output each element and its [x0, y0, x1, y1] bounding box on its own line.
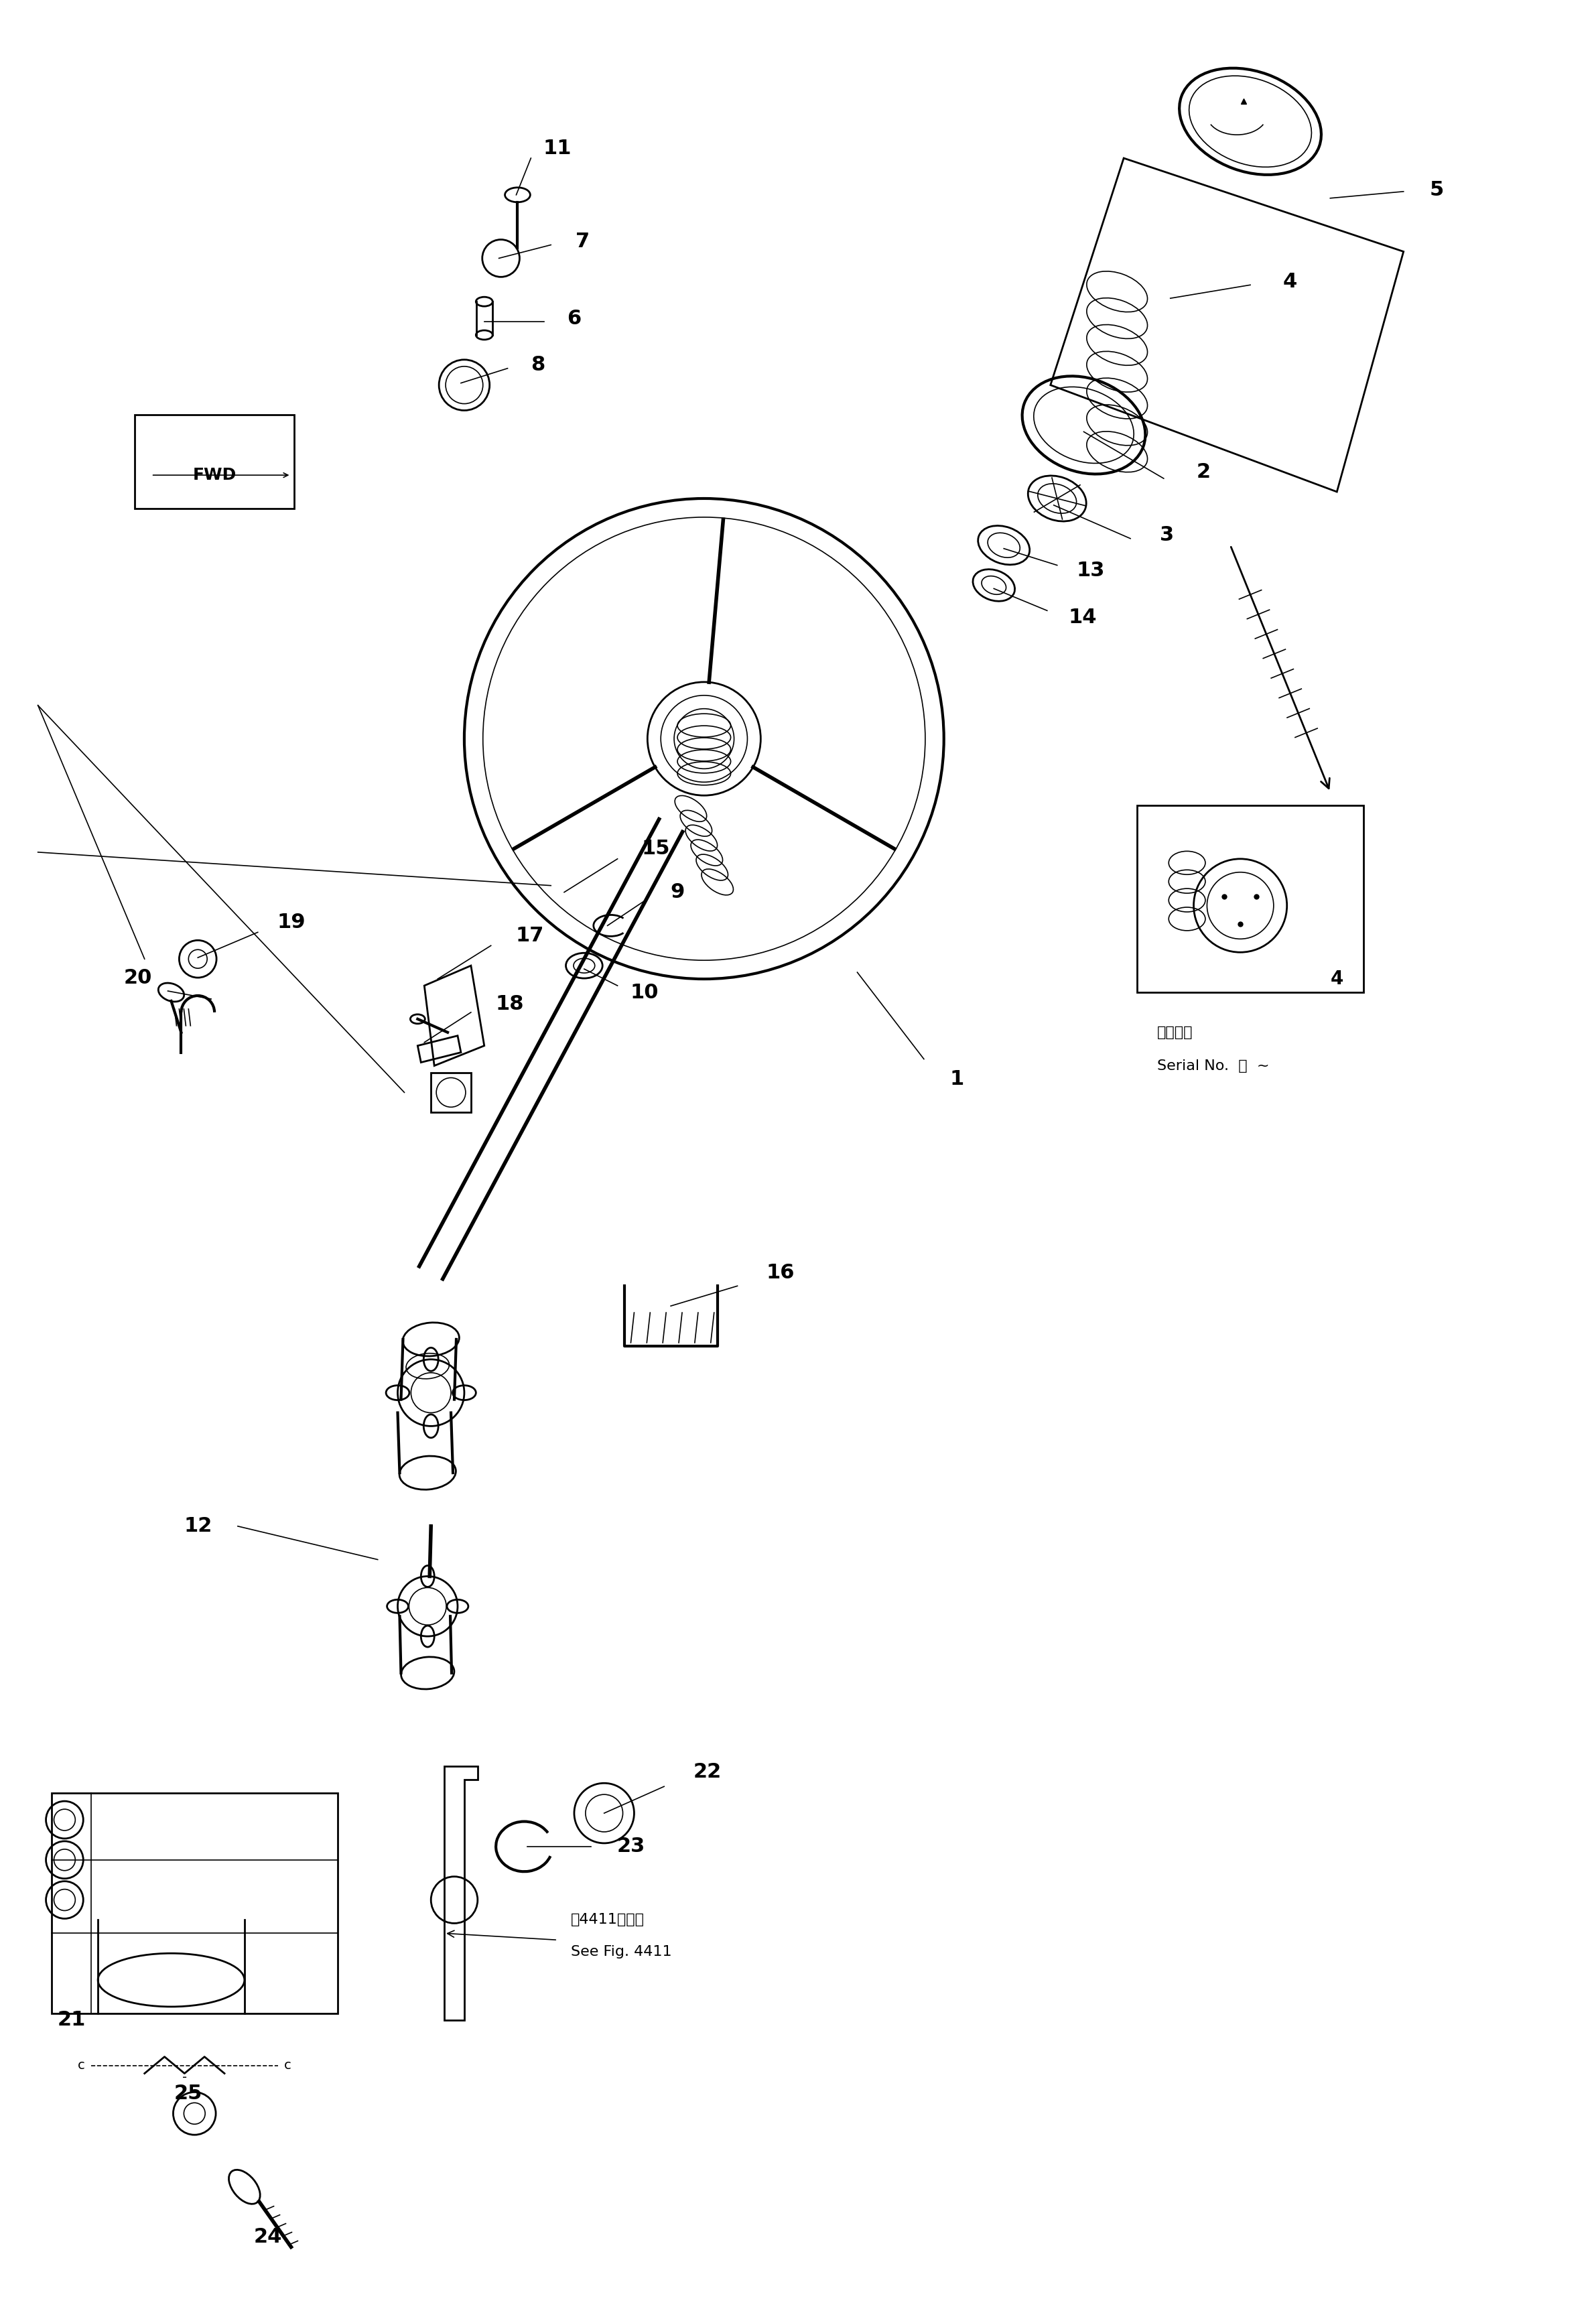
Text: 適用号機: 適用号機	[1157, 1026, 1192, 1040]
Text: See Fig. 4411: See Fig. 4411	[571, 1945, 672, 1959]
Text: c: c	[78, 2059, 85, 2073]
Text: 16: 16	[766, 1263, 795, 1281]
Text: 13: 13	[1076, 562, 1104, 580]
Text: 9: 9	[670, 882, 685, 903]
Text: 15: 15	[642, 840, 670, 859]
Text: 3: 3	[1160, 525, 1175, 545]
Text: 6: 6	[567, 309, 581, 327]
Text: 14: 14	[1068, 608, 1096, 627]
Text: 18: 18	[495, 996, 523, 1014]
Text: 23: 23	[616, 1836, 645, 1857]
Text: 2: 2	[1197, 462, 1211, 480]
Text: 1: 1	[950, 1070, 964, 1089]
Text: 21: 21	[57, 2010, 86, 2031]
Text: 24: 24	[254, 2228, 282, 2247]
Text: 20: 20	[123, 968, 152, 986]
Text: 25: 25	[174, 2084, 203, 2103]
Text: 5: 5	[1430, 181, 1444, 200]
Text: 17: 17	[516, 926, 544, 945]
Text: 19: 19	[276, 912, 305, 933]
Text: 12: 12	[184, 1516, 212, 1537]
Text: 4: 4	[1283, 272, 1298, 292]
Text: 第4411図参照: 第4411図参照	[571, 1913, 645, 1926]
Text: Serial No.  ・  ~: Serial No. ・ ~	[1157, 1058, 1269, 1072]
Text: 10: 10	[630, 982, 659, 1003]
Text: FWD: FWD	[193, 467, 236, 483]
Text: 8: 8	[530, 355, 544, 374]
Text: 7: 7	[576, 232, 591, 251]
Text: 22: 22	[693, 1762, 721, 1783]
Text: 11: 11	[543, 139, 571, 158]
Text: c: c	[284, 2059, 292, 2073]
Text: -: -	[182, 2070, 187, 2084]
Text: 4: 4	[1331, 970, 1344, 989]
